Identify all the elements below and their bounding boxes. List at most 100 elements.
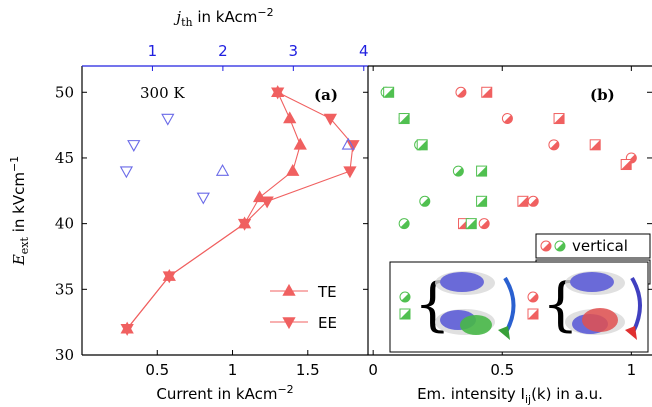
marker-fill — [417, 139, 428, 150]
data-point-open-down — [119, 166, 134, 179]
marker-fill — [480, 220, 490, 229]
legend-a: TE EE — [270, 283, 337, 332]
data-point-open-down — [127, 140, 141, 152]
data-point-green-inplane — [476, 195, 488, 207]
data-point-te — [283, 111, 297, 124]
marker-fill — [517, 196, 528, 207]
data-point-red-inplane — [620, 159, 632, 171]
marker-fill — [400, 220, 410, 229]
data-point-red-inplane — [553, 113, 565, 125]
inset-red-circle — [527, 291, 539, 303]
panel-label-a: (a) — [314, 86, 338, 104]
data-point-red-inplane — [481, 86, 493, 98]
panel-label-b: (b) — [590, 86, 615, 104]
data-point-open-up — [341, 137, 355, 150]
inset-arrowhead-right — [625, 326, 637, 340]
panel-b: (b) 0 0.5 1 Em. intensity Iij(k) in a.u. vert… — [368, 65, 652, 406]
top-x-tick-label: 2 — [218, 42, 228, 60]
data-point-ee — [271, 87, 285, 100]
temperature-annotation: 300 K — [140, 84, 185, 102]
data-point-open-down — [196, 192, 210, 205]
x-tick-label: 0.5 — [145, 361, 169, 379]
inset-blob-blue — [440, 272, 484, 292]
marker-fill — [481, 87, 492, 98]
data-point-red-vertical — [548, 139, 560, 151]
data-point-green-inplane — [465, 218, 477, 230]
marker-fill — [421, 197, 430, 207]
marker-fill — [454, 167, 464, 177]
series-line-te — [126, 92, 301, 330]
data-point-open-up — [215, 163, 230, 176]
legend-te-marker — [282, 283, 296, 296]
data-point-te — [286, 163, 300, 176]
x-tick-label: 1.5 — [296, 361, 320, 379]
y-axis-label: Eext in kVcm−1 — [8, 156, 31, 266]
marker-fill — [383, 87, 394, 98]
data-point-ee — [260, 196, 274, 209]
data-point-green-inplane — [383, 86, 395, 98]
marker-fill — [621, 159, 632, 170]
series-line-ee — [126, 91, 354, 330]
y-tick-label: 35 — [55, 280, 74, 298]
legend-ee-marker — [282, 317, 296, 330]
top-x-axis-label: jth in kAcm−2 — [173, 6, 273, 29]
inset-blob-red — [582, 308, 618, 332]
marker-fill — [400, 309, 410, 319]
marker-fill — [401, 293, 410, 302]
data-point-ee — [120, 323, 134, 336]
y-tick-label: 30 — [55, 346, 74, 364]
inset-blob-green — [460, 315, 492, 335]
x-tick-label: 1 — [228, 361, 238, 379]
marker-fill — [529, 197, 539, 207]
top-x-tick-label: 3 — [289, 42, 299, 60]
marker-fill — [542, 242, 551, 251]
legend-ee-label: EE — [318, 314, 337, 332]
data-point-red-vertical — [455, 86, 467, 98]
marker-fill — [476, 196, 487, 207]
data-point-red-vertical — [501, 113, 513, 125]
data-point-ee — [162, 271, 176, 284]
legend-vertical-red — [540, 240, 552, 252]
data-point-red-vertical — [527, 195, 539, 207]
y-tick-label: 40 — [55, 215, 74, 233]
data-point-green-inplane — [416, 139, 428, 151]
marker-fill — [457, 88, 466, 98]
x-tick-label-b: 0 — [368, 361, 378, 379]
top-x-tick-label: 1 — [148, 42, 158, 60]
marker-fill — [529, 293, 538, 302]
y-tick-label: 45 — [55, 149, 74, 167]
panel-a: 30 35 40 45 50 0.5 1 1.5 1 2 3 4 Current in kAcm−2 jt… — [8, 6, 369, 403]
x-tick-label-b: 1 — [627, 361, 637, 379]
marker-fill — [466, 218, 477, 229]
inset-red-square — [527, 308, 539, 320]
data-point-ee — [343, 166, 357, 179]
marker-fill — [503, 115, 513, 124]
top-x-tick-label: 4 — [359, 42, 369, 60]
data-point-green-vertical — [419, 195, 431, 207]
data-point-green-inplane — [398, 113, 410, 125]
data-point-te — [293, 137, 307, 150]
inset-green-circle — [399, 291, 411, 303]
data-point-open-down — [161, 113, 175, 126]
marker-fill — [476, 166, 487, 177]
inset-arrowhead-left — [498, 326, 510, 340]
inset-green-square — [399, 308, 411, 320]
marker-fill — [399, 113, 410, 124]
legend-vertical-label: vertical — [572, 237, 628, 255]
data-point-green-inplane — [476, 165, 488, 177]
data-point-red-vertical — [478, 218, 490, 230]
x-axis-label: Current in kAcm−2 — [156, 383, 293, 403]
marker-fill — [550, 141, 559, 150]
data-point-ee — [237, 218, 252, 231]
x-axis-label-b: Em. intensity Iij(k) in a.u. — [417, 385, 603, 406]
marker-fill — [590, 139, 601, 150]
marker-fill — [556, 242, 565, 251]
legend-te-label: TE — [317, 283, 337, 301]
y-tick-label: 50 — [55, 83, 74, 101]
data-point-red-inplane — [589, 139, 601, 151]
marker-fill — [528, 309, 538, 319]
data-point-red-inplane — [517, 195, 529, 207]
inset-blob-blue-3 — [570, 272, 614, 292]
marker-fill — [554, 113, 565, 124]
